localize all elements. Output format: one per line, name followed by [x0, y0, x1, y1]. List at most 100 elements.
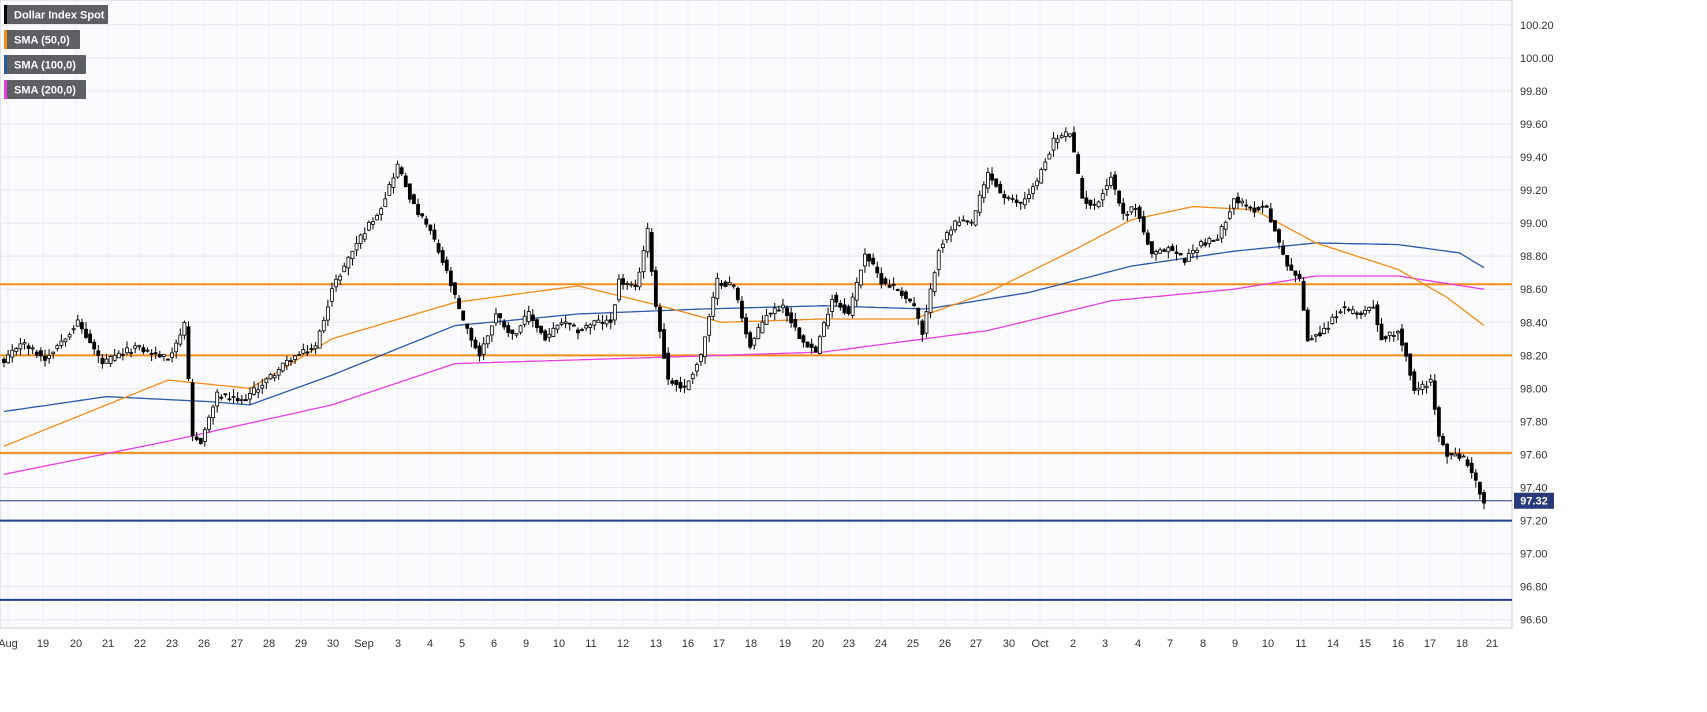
candle-body: [314, 346, 317, 349]
candle-body: [1269, 209, 1272, 222]
legend-item[interactable]: Dollar Index Spot: [4, 5, 108, 24]
candle-body: [765, 315, 768, 324]
candle: [818, 335, 821, 355]
x-tick-label: 26: [939, 638, 951, 650]
y-tick-label: 96.60: [1520, 615, 1548, 627]
candle-body: [794, 319, 797, 327]
candle-body: [1417, 388, 1420, 390]
candle-body: [76, 320, 79, 326]
candle-body: [216, 392, 219, 406]
candle-body: [568, 323, 571, 324]
candle-body: [1179, 253, 1182, 254]
candle-body: [322, 320, 325, 330]
x-tick-label: 22: [134, 638, 146, 650]
candle-body: [289, 361, 292, 362]
candle-body: [121, 354, 124, 355]
candle-body: [945, 233, 948, 240]
legend-item[interactable]: SMA (50,0): [4, 30, 80, 49]
candle-body: [872, 258, 875, 264]
candle-body: [790, 313, 793, 323]
legend-item[interactable]: SMA (100,0): [4, 55, 86, 74]
candle-body: [351, 251, 354, 258]
candle-body: [503, 322, 506, 327]
candle-body: [179, 335, 182, 344]
candle-body: [1200, 242, 1203, 246]
y-tick-label: 99.20: [1520, 185, 1548, 197]
candle: [650, 228, 653, 276]
candle: [187, 321, 190, 381]
candle-body: [576, 330, 579, 333]
candle: [1077, 152, 1080, 174]
y-tick-label: 98.60: [1520, 284, 1548, 296]
candle-body: [23, 343, 26, 344]
candle-body: [1401, 329, 1404, 345]
x-tick-label: 29: [295, 638, 307, 650]
candle-body: [15, 349, 18, 352]
candle-body: [294, 356, 297, 360]
candle-body: [388, 185, 391, 196]
candle-body: [195, 437, 198, 439]
candle: [1179, 253, 1182, 256]
candle-body: [523, 316, 526, 324]
candle-body: [1409, 354, 1412, 375]
x-tick-label: 3: [1102, 638, 1108, 650]
candle-body: [1208, 239, 1211, 244]
candle-body: [228, 399, 231, 400]
candle-body: [626, 284, 629, 285]
y-tick-label: 97.80: [1520, 416, 1548, 428]
legend-item[interactable]: SMA (200,0): [4, 80, 86, 99]
candle-body: [441, 251, 444, 263]
candle-body: [1085, 198, 1088, 204]
candle-body: [913, 304, 916, 306]
candle-body: [1142, 217, 1145, 232]
candle-body: [458, 299, 461, 309]
candle-body: [720, 283, 723, 285]
y-tick-label: 98.00: [1520, 383, 1548, 395]
x-tick-label: 15: [1359, 638, 1371, 650]
candle: [654, 267, 657, 310]
legend-label: SMA (50,0): [14, 35, 70, 47]
candle-body: [552, 328, 555, 336]
y-tick-label: 100.20: [1520, 20, 1554, 32]
candle-body: [1314, 335, 1317, 336]
candle-body: [285, 360, 288, 365]
candle-body: [1421, 384, 1424, 389]
candle-body: [740, 301, 743, 318]
x-tick-label: 21: [1486, 638, 1498, 650]
candle-body: [1073, 133, 1076, 152]
candle-body: [445, 260, 448, 271]
candle-body: [3, 359, 6, 362]
candle-body: [1323, 328, 1326, 333]
candle-body: [158, 354, 161, 357]
candle-body: [240, 400, 243, 401]
candle-body: [1327, 328, 1330, 329]
candle-body: [646, 229, 649, 252]
x-tick-label: 23: [166, 638, 178, 650]
candle-body: [950, 230, 953, 235]
candle-body: [749, 333, 752, 347]
candle-body: [540, 326, 543, 333]
candle: [281, 363, 284, 373]
candle-body: [773, 308, 776, 314]
candle-body: [1191, 250, 1194, 253]
candle-body: [888, 285, 891, 287]
candle-body: [384, 199, 387, 207]
candle-body: [281, 363, 284, 371]
candle-body: [437, 243, 440, 252]
candle-body: [585, 326, 588, 328]
candle-body: [359, 235, 362, 243]
candle-body: [191, 383, 194, 436]
candle-body: [224, 394, 227, 395]
candle-body: [330, 289, 333, 302]
x-tick-label: 8: [1200, 638, 1206, 650]
candle-body: [1040, 170, 1043, 183]
candle-body: [429, 225, 432, 230]
candle-body: [531, 315, 534, 321]
candle-body: [757, 328, 760, 339]
candle-body: [253, 388, 256, 394]
candle-body: [896, 290, 899, 291]
candle-body: [634, 285, 637, 286]
candle-body: [1068, 134, 1071, 136]
candle: [1040, 167, 1043, 183]
candle: [1413, 369, 1416, 394]
